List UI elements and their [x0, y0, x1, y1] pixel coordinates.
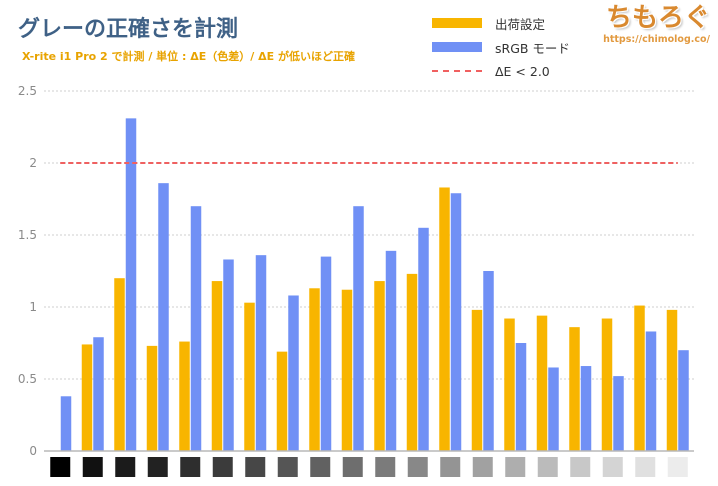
- legend-label: ΔE < 2.0: [495, 63, 550, 79]
- bar-s2-3: [125, 118, 137, 452]
- bar-s2-16: [548, 367, 559, 451]
- legend-item-srgb: sRGB モード: [432, 35, 570, 59]
- legend-swatch: [432, 42, 482, 52]
- y-tick-label: 0.5: [18, 372, 37, 386]
- bar-s1-19: [634, 305, 645, 451]
- y-tick-label: 0: [29, 444, 37, 458]
- logo-text: ちもろぐ: [605, 3, 710, 33]
- x-swatch-14: [472, 457, 493, 477]
- bar-s1-14: [471, 309, 483, 451]
- bar-s2-6: [223, 259, 234, 451]
- bar-s2-5: [190, 206, 202, 451]
- y-tick-label: 1.5: [18, 228, 37, 242]
- bar-s1-7: [244, 302, 255, 451]
- bar-s2-14: [483, 271, 494, 451]
- legend-item-shipping: 出荷設定: [432, 11, 570, 35]
- bar-s1-12: [406, 273, 418, 451]
- x-swatch-8: [277, 457, 298, 477]
- bar-s1-6: [211, 281, 223, 451]
- bar-s2-10: [353, 206, 364, 451]
- x-swatch-1: [50, 457, 71, 477]
- site-logo: ちもろぐ https://chimolog.co/: [603, 2, 710, 46]
- x-swatch-11: [375, 457, 396, 477]
- x-swatch-20: [667, 457, 688, 477]
- chart-title: グレーの正確さを計測: [18, 17, 239, 42]
- bar-s1-11: [374, 281, 385, 451]
- y-tick-label: 1: [29, 300, 37, 314]
- bar-s1-16: [536, 315, 548, 451]
- legend: 出荷設定 sRGB モード ΔE < 2.0: [432, 11, 570, 83]
- bar-s1-4: [146, 345, 158, 451]
- bar-s2-1: [60, 396, 72, 451]
- bar-s2-19: [645, 331, 657, 451]
- y-tick-label: 2.5: [18, 84, 37, 98]
- bar-s2-20: [678, 350, 689, 451]
- logo-url: https://chimolog.co/: [603, 34, 710, 45]
- bar-s1-3: [114, 278, 125, 451]
- x-swatch-5: [180, 457, 201, 477]
- legend-item-reference: ΔE < 2.0: [432, 59, 570, 83]
- bar-s1-20: [666, 309, 678, 451]
- x-swatch-2: [82, 457, 103, 477]
- bar-s2-12: [418, 227, 429, 451]
- bar-s1-9: [309, 288, 320, 451]
- bar-s1-18: [601, 318, 613, 451]
- x-swatch-12: [407, 457, 428, 477]
- chart-subtitle: X-rite i1 Pro 2 で計測 / 単位 : ΔE（色差）/ ΔE が低…: [22, 50, 355, 63]
- bar-s1-2: [81, 344, 93, 451]
- legend-swatch: [432, 18, 482, 28]
- legend-dashed-line: [432, 70, 482, 72]
- bar-s2-7: [255, 255, 267, 451]
- bar-s2-4: [158, 183, 169, 451]
- bar-s2-11: [385, 250, 397, 451]
- bar-s2-18: [613, 376, 624, 451]
- bar-s2-9: [320, 256, 332, 451]
- bar-s1-8: [276, 351, 288, 451]
- bar-s2-13: [450, 193, 462, 452]
- x-swatch-4: [147, 457, 168, 477]
- x-swatch-10: [342, 457, 363, 477]
- x-swatch-9: [310, 457, 331, 477]
- legend-label: 出荷設定: [495, 16, 546, 32]
- bar-s1-17: [569, 327, 580, 451]
- x-swatch-15: [505, 457, 526, 477]
- x-swatch-3: [115, 457, 136, 477]
- bar-s2-17: [580, 366, 592, 451]
- x-swatch-16: [537, 457, 558, 477]
- bar-s1-13: [439, 187, 450, 452]
- bar-s2-15: [515, 343, 527, 451]
- bar-s1-5: [179, 341, 190, 451]
- x-swatch-19: [635, 457, 656, 477]
- x-swatch-7: [245, 457, 266, 477]
- bar-s1-10: [341, 289, 353, 451]
- x-swatch-13: [440, 457, 461, 477]
- legend-label: sRGB モード: [495, 40, 570, 56]
- bar-s1-15: [504, 318, 515, 451]
- x-swatch-18: [602, 457, 623, 477]
- x-swatch-6: [212, 457, 233, 477]
- bar-s2-2: [93, 337, 104, 451]
- x-swatch-17: [570, 457, 591, 477]
- y-tick-label: 2: [29, 156, 37, 170]
- bar-s2-8: [288, 295, 299, 451]
